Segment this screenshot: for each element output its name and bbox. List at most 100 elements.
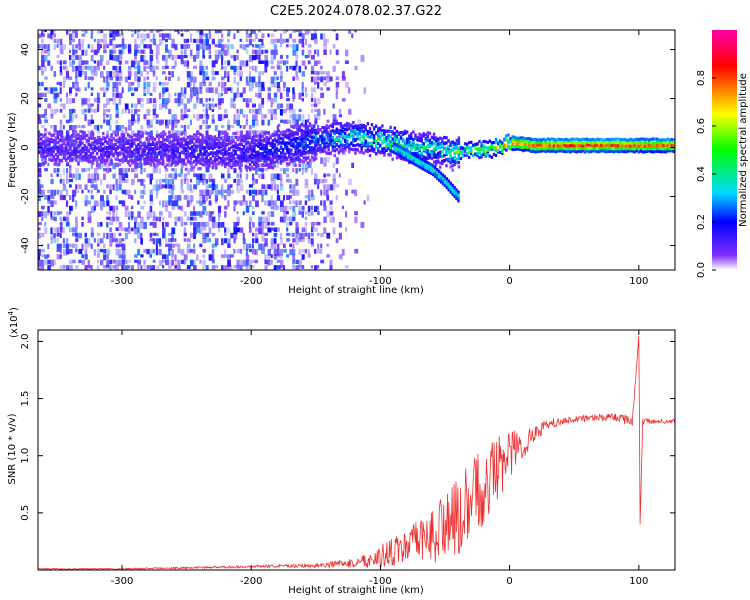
spectrogram-cell — [96, 49, 100, 53]
spectrogram-cells — [38, 30, 675, 270]
spectrogram-cell — [106, 222, 109, 228]
spectrogram-cell — [271, 154, 274, 158]
spectrogram-cell — [301, 211, 304, 218]
spectrogram-cell — [279, 159, 283, 163]
spectrogram-cell — [286, 232, 290, 236]
spectrogram-cell — [227, 125, 231, 131]
spectrogram-cell — [370, 148, 374, 152]
spectrogram-cell — [345, 81, 349, 88]
spectrogram-cell — [270, 108, 274, 115]
spectrogram-cell — [270, 98, 274, 105]
spectrogram-cell — [426, 153, 430, 157]
spectrogram-cell — [286, 156, 289, 160]
spectrogram-cell — [571, 149, 574, 153]
spectrogram-cell — [75, 125, 78, 129]
spectrogram-cell — [149, 189, 153, 197]
spectrogram-cell — [143, 65, 147, 72]
spectrogram-cell — [44, 44, 47, 49]
spectrogram-cell — [69, 195, 72, 200]
spectrogram-cell — [248, 243, 252, 249]
spectrogram-cell — [98, 158, 101, 162]
spectrogram-cell — [284, 155, 287, 160]
spectrogram-cell — [267, 141, 270, 145]
spectrogram-cell — [335, 49, 339, 56]
spectrogram-cell — [112, 30, 116, 34]
spectrogram-cell — [50, 152, 54, 157]
spectrogram-cell — [245, 248, 248, 256]
spectrogram-cell — [530, 143, 533, 147]
spectrogram-cell — [81, 168, 85, 173]
spectrogram-cell — [184, 149, 188, 153]
spectrogram-cell — [664, 141, 667, 145]
spectrogram-cell — [75, 189, 79, 194]
spectrogram-cell — [146, 98, 151, 104]
spectrogram-cell — [410, 160, 414, 165]
spectrogram-cell — [335, 138, 339, 142]
spectrogram-cell — [89, 136, 93, 140]
spectrogram-cell — [129, 139, 132, 143]
spectrogram-cell — [152, 162, 156, 167]
spectrogram-cell — [631, 147, 634, 151]
spectrogram-cell — [83, 148, 86, 152]
spectrogram-cell — [109, 71, 113, 77]
spectrogram-cell — [360, 142, 363, 146]
spectrogram-cell — [258, 38, 262, 42]
spectrogram-cell — [625, 146, 628, 151]
spectrogram-cell — [403, 141, 407, 145]
spectrogram-cell — [53, 238, 57, 243]
spectrogram-cell — [77, 133, 80, 137]
spectrogram-cell — [375, 139, 378, 143]
spectrogram-cell — [56, 189, 60, 195]
spectrogram-cell — [90, 108, 95, 113]
spectrogram-cell — [195, 162, 198, 166]
spectrogram-cell — [87, 173, 91, 180]
spectrogram-cell — [424, 137, 427, 141]
spectrogram-cell — [143, 178, 146, 183]
spectrogram-cell — [264, 189, 268, 196]
spectrogram-cell — [176, 149, 179, 153]
spectrogram-cell — [202, 189, 206, 197]
spectrogram-cell — [401, 132, 405, 136]
spectrogram-cell — [633, 143, 636, 147]
spectrogram-cell — [211, 162, 215, 166]
spectrogram-cell — [457, 138, 461, 142]
spectrogram-cell — [118, 248, 121, 254]
spectrogram-cell — [106, 148, 109, 152]
spectrogram-cell — [205, 135, 208, 139]
spectrogram-cell — [96, 103, 100, 111]
spectrogram-cell — [106, 168, 109, 174]
spectrogram-cell — [338, 232, 342, 240]
spectrogram-cell — [90, 189, 93, 194]
spectrogram-cell — [295, 55, 299, 60]
spectrogram-cell — [240, 163, 243, 167]
spectrogram-cell — [368, 135, 372, 139]
spectrogram-cell — [124, 149, 128, 153]
spectrogram-cell — [670, 143, 673, 147]
spectrogram-cell — [314, 103, 318, 108]
spectrogram-cell — [160, 142, 163, 146]
spectrogram-cell — [647, 147, 651, 151]
spectrogram-cell — [133, 159, 136, 163]
spectrogram-cell — [189, 232, 194, 238]
spectrogram-cell — [217, 140, 221, 144]
spectrogram-cell — [230, 265, 233, 270]
spectrogram-cell — [124, 130, 128, 134]
spectrogram-cell — [310, 128, 314, 132]
spectrogram-cell — [289, 114, 293, 119]
spectrogram-cell — [211, 211, 214, 215]
spectrogram-cell — [532, 143, 535, 147]
spectrogram-cell — [54, 138, 57, 142]
spectrogram-cell — [422, 146, 425, 150]
spectrogram-cell — [205, 162, 208, 169]
spectrogram-cell — [645, 149, 649, 153]
spectrogram-cell — [430, 141, 434, 145]
spectrogram-cell — [168, 211, 172, 218]
spectrogram-cell — [317, 98, 321, 105]
spectrogram-cell — [165, 178, 169, 186]
spectrogram-cell — [115, 44, 119, 48]
spectrogram-cell — [255, 33, 258, 40]
spectrogram-cell — [205, 103, 208, 109]
spectrogram-cell — [255, 227, 258, 232]
spectrogram-cell — [426, 138, 430, 142]
spectrogram-cell — [152, 211, 156, 218]
